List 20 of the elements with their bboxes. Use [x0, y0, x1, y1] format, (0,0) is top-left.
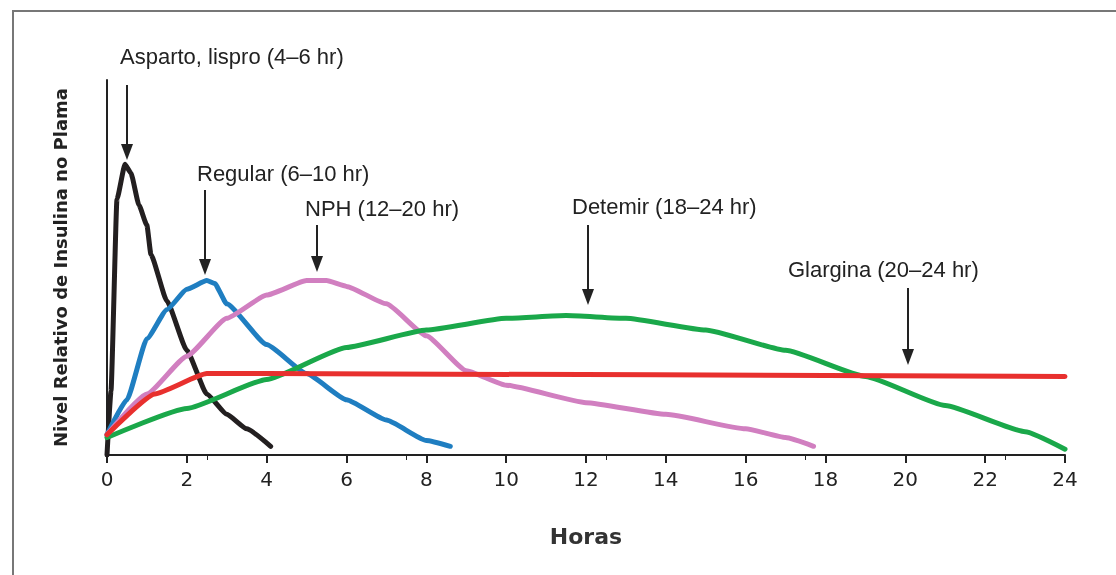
- x-tick-label: 18: [812, 467, 839, 491]
- x-tick-label: 4: [260, 467, 274, 491]
- x-tick-label: 12: [573, 467, 599, 491]
- x-tick-label: 0: [100, 467, 114, 491]
- x-tick-label: 10: [493, 467, 519, 491]
- annotation: Glargina (20–24 hr): [788, 257, 979, 282]
- annotation: Detemir (18–24 hr): [572, 194, 757, 219]
- y-axis-title: Nivel Relativo de Insulina no Plama: [49, 88, 71, 447]
- x-tick-label: 16: [732, 467, 759, 491]
- x-tick-label: 20: [892, 467, 919, 491]
- x-tick-label: 2: [180, 467, 194, 491]
- text: Asparto, lispro (4–6 hr): [120, 44, 344, 69]
- x-tick-label: 24: [1052, 467, 1078, 491]
- x-tick-label: 14: [653, 467, 679, 491]
- x-tick-label: 6: [340, 467, 353, 491]
- annotation: Regular (6–10 hr): [197, 161, 370, 186]
- annotation: NPH (12–20 hr): [305, 196, 460, 221]
- x-tick-label: 22: [972, 467, 998, 491]
- x-tick-label: 8: [419, 467, 433, 491]
- x-axis-title: Horas: [549, 523, 623, 549]
